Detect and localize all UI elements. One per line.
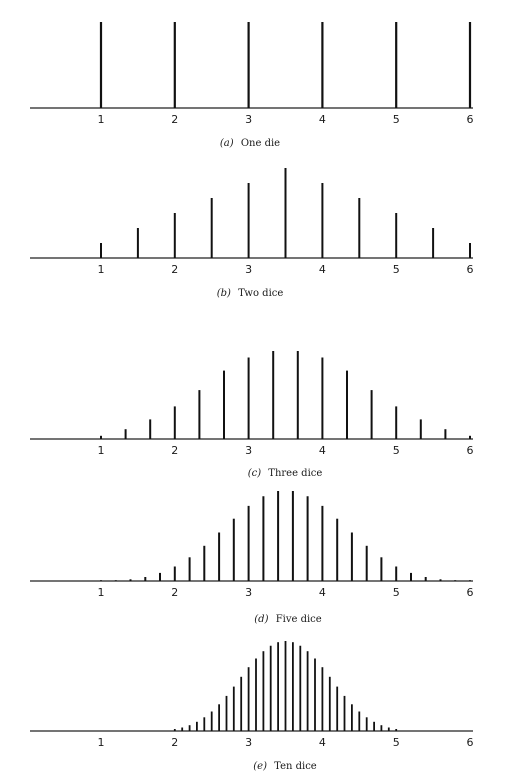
caption-label: (a)	[220, 138, 234, 149]
x-tick-label: 5	[393, 263, 400, 276]
x-tick-label: 1	[98, 113, 105, 126]
panel-three-dice: 1 2 3 4 5 6 (c) Three dice	[30, 351, 474, 479]
x-tick-label: 3	[245, 113, 252, 126]
x-tick-label: 4	[319, 586, 326, 599]
tick-labels: 1 2 3 4 5 6	[98, 113, 474, 126]
x-tick-label: 2	[171, 586, 178, 599]
x-tick-label: 3	[245, 263, 252, 276]
caption-label: (c)	[248, 468, 262, 479]
x-tick-label: 5	[393, 586, 400, 599]
bars-group	[100, 351, 471, 439]
x-tick-label: 2	[171, 263, 178, 276]
chart-caption: (c) Three dice	[248, 468, 323, 479]
x-tick-label: 4	[319, 444, 326, 457]
x-tick-label: 2	[171, 444, 178, 457]
x-tick-label: 6	[467, 113, 474, 126]
bars-group	[100, 491, 471, 581]
panel-one-die: 1 2 3 4 5 6 (a) One die	[30, 22, 474, 149]
x-tick-label: 2	[171, 113, 178, 126]
tick-labels: 1 2 3 4 5 6	[98, 444, 474, 457]
x-tick-label: 2	[171, 736, 178, 749]
panel-ten-dice: 1 2 3 4 5 6 (e) Ten dice	[30, 641, 474, 772]
caption-label: (d)	[254, 614, 268, 625]
panel-two-dice: 1 2 3 4 5 6 (b) Two dice	[30, 168, 474, 299]
x-tick-label: 4	[319, 736, 326, 749]
x-tick-label: 3	[245, 444, 252, 457]
x-tick-label: 1	[98, 736, 105, 749]
caption-text: One die	[241, 138, 280, 149]
x-tick-label: 1	[98, 444, 105, 457]
x-tick-label: 5	[393, 736, 400, 749]
x-tick-label: 6	[467, 736, 474, 749]
x-tick-label: 1	[98, 263, 105, 276]
x-tick-label: 6	[467, 444, 474, 457]
chart-caption: (a) One die	[220, 138, 280, 149]
x-tick-label: 5	[393, 444, 400, 457]
tick-labels: 1 2 3 4 5 6	[98, 586, 474, 599]
caption-label: (e)	[253, 761, 267, 772]
caption-text: Five dice	[276, 614, 322, 625]
caption-text: Ten dice	[274, 761, 317, 772]
panel-five-dice: 1 2 3 4 5 6 (d) Five dice	[30, 491, 474, 625]
caption-text: Three dice	[268, 468, 322, 479]
bars-group	[99, 22, 472, 108]
chart-caption: (b) Two dice	[217, 288, 284, 299]
chart-caption: (e) Ten dice	[253, 761, 317, 772]
x-tick-label: 1	[98, 586, 105, 599]
tick-labels: 1 2 3 4 5 6	[98, 736, 474, 749]
x-tick-label: 6	[467, 263, 474, 276]
caption-text: Two dice	[238, 288, 283, 299]
x-tick-label: 3	[245, 736, 252, 749]
bars-group	[173, 641, 398, 731]
x-tick-label: 3	[245, 586, 252, 599]
bars-group	[100, 168, 471, 258]
x-tick-label: 5	[393, 113, 400, 126]
caption-label: (b)	[217, 288, 231, 299]
chart-caption: (d) Five dice	[254, 614, 321, 625]
x-tick-label: 6	[467, 586, 474, 599]
x-tick-label: 4	[319, 263, 326, 276]
tick-labels: 1 2 3 4 5 6	[98, 263, 474, 276]
x-tick-label: 4	[319, 113, 326, 126]
